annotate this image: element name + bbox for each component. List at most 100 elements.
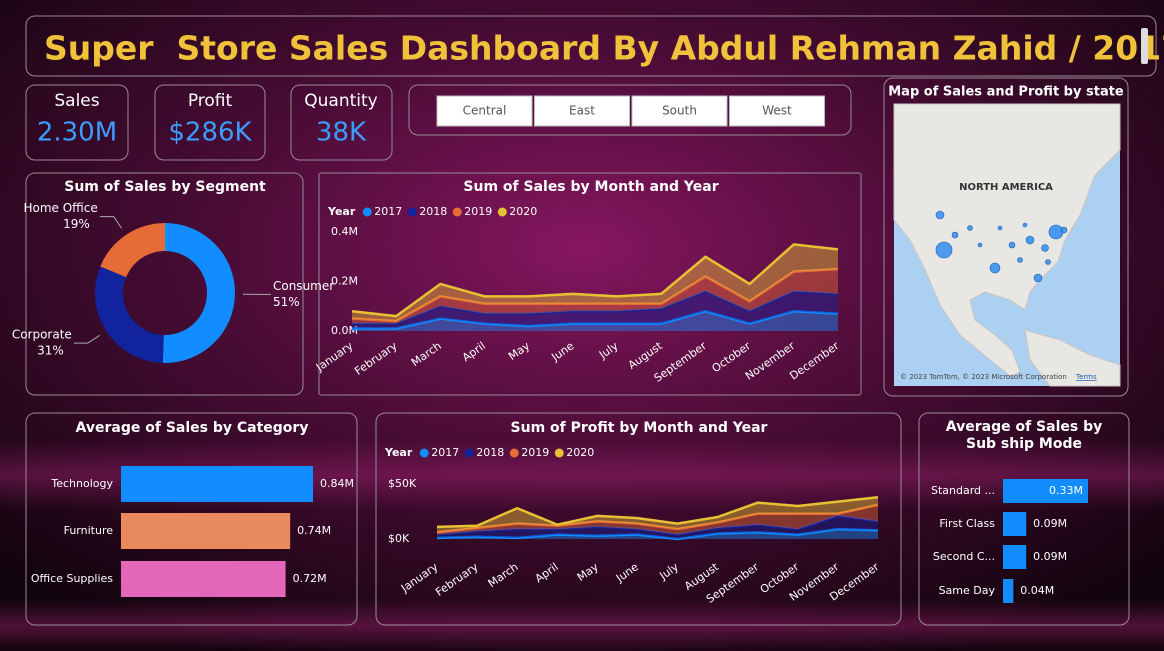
- y-tick-label: $50K: [388, 477, 417, 490]
- y-tick-label: Second C...: [933, 550, 995, 563]
- map-bubble: [977, 242, 983, 248]
- y-tick-label: First Class: [939, 517, 995, 530]
- chart-title: Sum of Profit by Month and Year: [511, 420, 768, 436]
- bar: [121, 561, 286, 597]
- bar: [121, 513, 291, 549]
- data-label-name: Consumer: [273, 279, 334, 293]
- area-line: [351, 267, 839, 323]
- y-tick-label: 0.0M: [331, 324, 358, 337]
- legend-label: 2019: [464, 205, 492, 218]
- data-label: 0.04M: [1020, 584, 1054, 597]
- slicer: Central East South West: [436, 95, 825, 127]
- scrollbar[interactable]: [1141, 28, 1148, 64]
- map-region-label: NORTH AMERICA: [959, 182, 1053, 193]
- data-label: 19%: [63, 217, 90, 231]
- bar: [1003, 512, 1027, 536]
- kpi-card: [25, 84, 129, 161]
- map-title: Map of Sales and Profit by state: [888, 85, 1124, 100]
- bar: [121, 466, 314, 502]
- map-bubble: [1060, 226, 1068, 234]
- y-tick-label: 0.2M: [331, 275, 358, 288]
- kpi-value: $286K: [168, 118, 252, 148]
- legend-marker: [497, 207, 507, 217]
- map-bubble: [989, 262, 1001, 274]
- slicer-button[interactable]: [534, 95, 630, 127]
- data-label: 0.09M: [1033, 550, 1067, 563]
- legend-marker: [509, 448, 519, 458]
- legend-marker: [452, 207, 462, 217]
- area-line: [351, 243, 839, 318]
- slicer-button[interactable]: [631, 95, 728, 127]
- slicer-button[interactable]: [436, 95, 533, 127]
- map-bubble: [1017, 257, 1023, 263]
- chart-title: Sum of Sales by Segment: [64, 179, 266, 195]
- bar: [1003, 479, 1089, 503]
- bar: [1003, 579, 1014, 603]
- legend-label: 2020: [509, 205, 537, 218]
- area-line: [436, 514, 879, 536]
- data-label-name: Home Office: [23, 201, 97, 215]
- area-line: [436, 495, 879, 529]
- y-tick-label: Technology: [50, 477, 113, 490]
- data-label: 0.74M: [297, 524, 331, 537]
- map-bubble: [997, 225, 1003, 231]
- map-bubble: [1048, 224, 1064, 240]
- leader-line: [99, 216, 122, 229]
- legend-marker: [362, 207, 372, 217]
- chart-panel: [318, 172, 862, 396]
- area-fill: [352, 311, 838, 331]
- legend-title: Year: [327, 205, 356, 218]
- kpi-card: [154, 84, 266, 161]
- map-bubble: [1025, 235, 1035, 245]
- donut-slice: [162, 223, 236, 363]
- chart-title: Average of Sales by Sub ship Mode: [945, 419, 1103, 452]
- data-label-name: Corporate: [12, 328, 72, 342]
- header-panel: [25, 15, 1157, 77]
- legend-marker: [419, 448, 429, 458]
- map-bubble: [1041, 244, 1049, 252]
- legend-label: 2020: [566, 446, 594, 459]
- area-line: [352, 290, 839, 325]
- map-bubble: [1045, 259, 1051, 265]
- map-panel: [883, 77, 1129, 397]
- leader-line: [73, 335, 100, 344]
- slicer-panel: [408, 84, 852, 136]
- kpi-label: Profit: [188, 91, 233, 111]
- map-bubble: [967, 225, 973, 231]
- slicer-label: West: [762, 104, 792, 118]
- slicer-label: Central: [463, 104, 507, 118]
- legend-label: 2017: [431, 446, 459, 459]
- dashboard-title: Super Store Sales Dashboard By Abdul Reh…: [44, 29, 1164, 68]
- map-bubble: [1008, 241, 1016, 249]
- chart-title: Sum of Sales by Month and Year: [463, 179, 718, 195]
- data-label: 51%: [273, 295, 300, 309]
- area-fill: [352, 291, 838, 329]
- area-line: [436, 527, 879, 541]
- kpi-value: 38K: [316, 118, 367, 148]
- area-fill: [437, 497, 878, 533]
- map-bubble: [935, 241, 953, 259]
- slicer-button[interactable]: [729, 95, 825, 127]
- map-bubbles: [935, 210, 1068, 283]
- legend-label: 2019: [521, 446, 549, 459]
- y-tick-label: Office Supplies: [31, 572, 113, 585]
- chart-panel: [25, 412, 358, 626]
- y-tick-label: 0.4M: [331, 225, 358, 238]
- donut-slice: [100, 223, 165, 278]
- kpi-value: 2.30M: [37, 118, 117, 148]
- area-line: [436, 503, 879, 534]
- y-tick-label: $0K: [388, 532, 410, 545]
- slicer-label: South: [662, 104, 697, 118]
- y-tick-label: Same Day: [939, 584, 996, 597]
- map-terms[interactable]: Terms: [1075, 373, 1097, 381]
- y-tick-label: Standard ...: [931, 484, 995, 497]
- chart-panel: [375, 412, 902, 626]
- map-land: [1024, 329, 1121, 387]
- kpi-label: Quantity: [304, 91, 377, 111]
- donut-slice: [95, 266, 164, 363]
- map-bubble: [1033, 273, 1043, 283]
- legend-label: 2017: [374, 205, 402, 218]
- area-fill: [352, 269, 838, 324]
- kpi-label: Sales: [54, 91, 99, 111]
